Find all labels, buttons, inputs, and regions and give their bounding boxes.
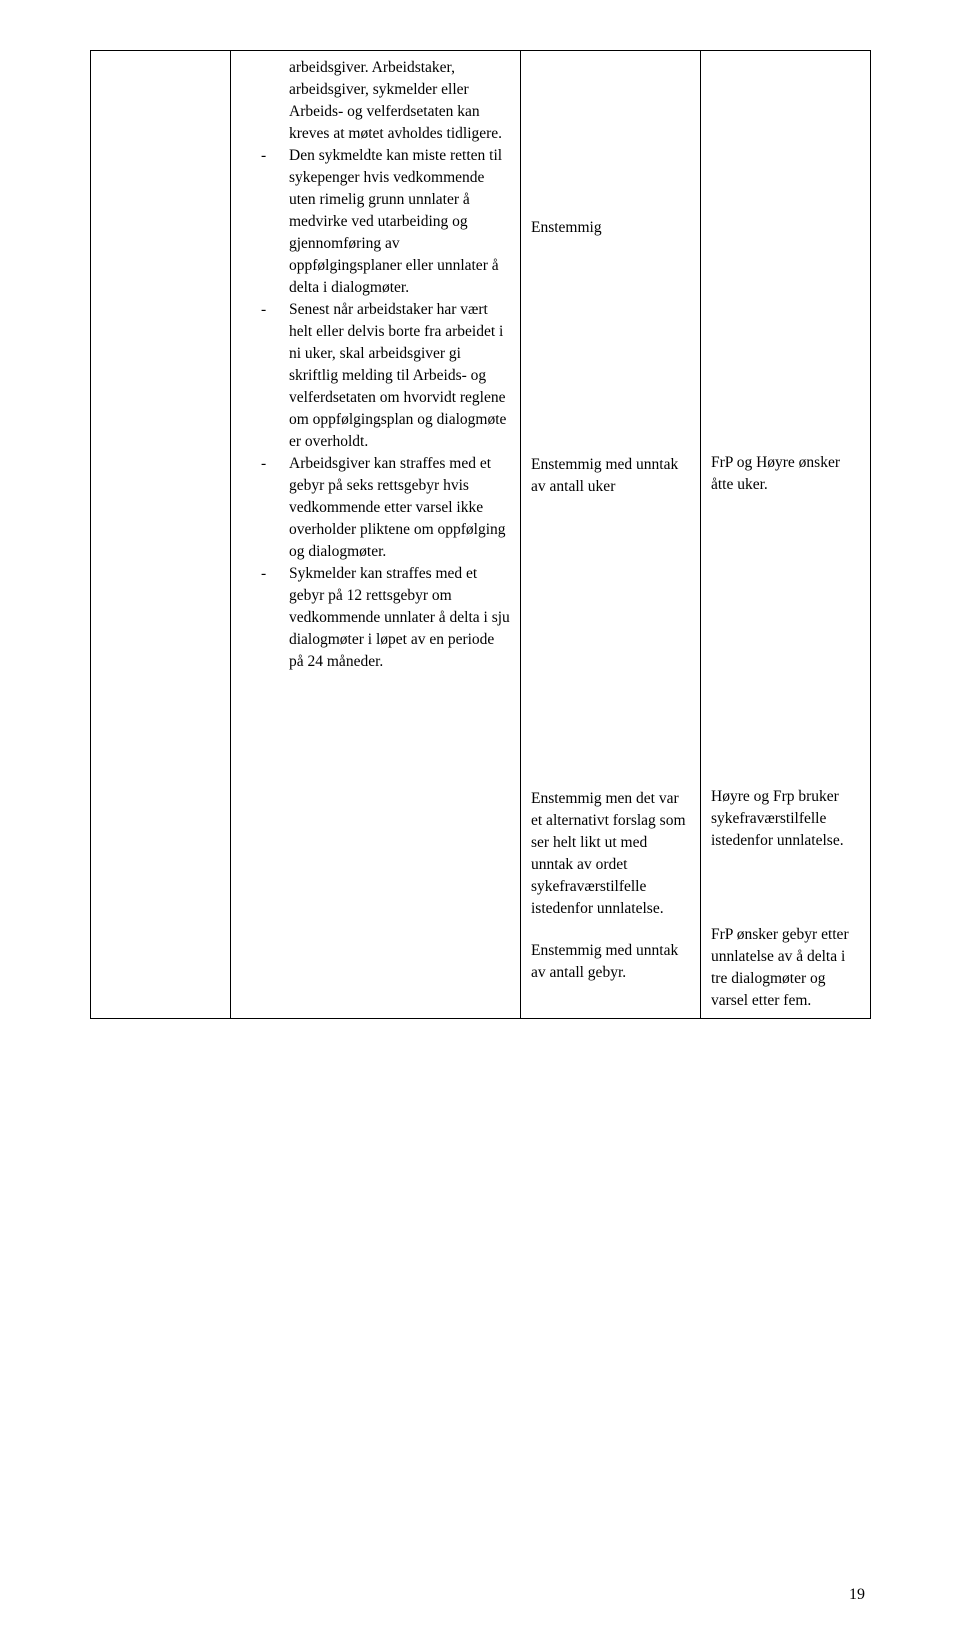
col4-para3: FrP ønsker gebyr etter unnlatelse av å d… [711, 924, 860, 1012]
list-item: Den sykmeldte kan miste retten til sykep… [241, 145, 510, 299]
cell-col4: FrP og Høyre ønsker åtte uker. Høyre og … [701, 51, 871, 1019]
cell-col1 [91, 51, 231, 1019]
list-item: Senest når arbeidstaker har vært helt el… [241, 299, 510, 453]
page-number: 19 [849, 1586, 865, 1604]
intro-paragraph: arbeidsgiver. Arbeidstaker, arbeidsgiver… [241, 57, 510, 145]
col3-para4: Enstemmig med unntak av antall gebyr. [531, 940, 690, 984]
col4-para1: FrP og Høyre ønsker åtte uker. [711, 452, 860, 496]
list-item-text: Arbeidsgiver kan straffes med et gebyr p… [289, 455, 506, 560]
col4-para2: Høyre og Frp bruker sykefraværstilfelle … [711, 786, 860, 852]
list-item: Sykmelder kan straffes med et gebyr på 1… [241, 563, 510, 673]
document-table: arbeidsgiver. Arbeidstaker, arbeidsgiver… [90, 50, 871, 1019]
table-row: arbeidsgiver. Arbeidstaker, arbeidsgiver… [91, 51, 871, 1019]
list-item-text: Den sykmeldte kan miste retten til sykep… [289, 147, 502, 296]
col3-para1: Enstemmig [531, 217, 690, 239]
col3-para2: Enstemmig med unntak av antall uker [531, 454, 690, 498]
bullet-list: Den sykmeldte kan miste retten til sykep… [241, 145, 510, 673]
list-item-text: Senest når arbeidstaker har vært helt el… [289, 301, 506, 450]
col3-para3: Enstemmig men det var et alternativt for… [531, 788, 690, 920]
cell-col2: arbeidsgiver. Arbeidstaker, arbeidsgiver… [231, 51, 521, 1019]
list-item: Arbeidsgiver kan straffes med et gebyr p… [241, 453, 510, 563]
cell-col3: Enstemmig Enstemmig med unntak av antall… [521, 51, 701, 1019]
list-item-text: Sykmelder kan straffes med et gebyr på 1… [289, 565, 510, 670]
